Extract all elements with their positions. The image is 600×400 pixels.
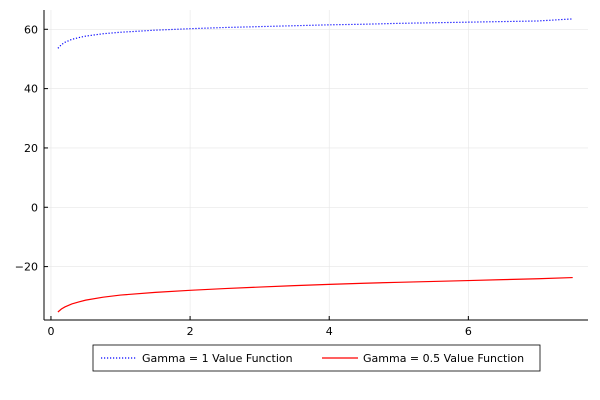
x-tick-label: 2: [187, 325, 194, 338]
x-tick-label: 0: [47, 325, 54, 338]
legend-label-1: Gamma = 1 Value Function: [142, 352, 293, 365]
y-tick-label: 0: [31, 201, 38, 214]
series-layer: [57, 18, 573, 313]
y-tick-label: 20: [24, 142, 38, 155]
x-tick-label: 4: [326, 325, 333, 338]
y-tick-label: 40: [24, 83, 38, 96]
legend-box: [92, 344, 541, 372]
series-line-1: [57, 18, 573, 49]
axes-layer: 0 2 4 6 −20 0 20 40 60: [15, 10, 588, 338]
y-tick-label: −20: [15, 261, 38, 274]
legend-label-2: Gamma = 0.5 Value Function: [363, 352, 524, 365]
grid-layer: [44, 10, 588, 320]
x-tick-label: 6: [465, 325, 472, 338]
series-line-2: [57, 276, 573, 313]
legend: Gamma = 1 Value Function Gamma = 0.5 Valu…: [92, 344, 541, 372]
y-tick-label: 60: [24, 23, 38, 36]
